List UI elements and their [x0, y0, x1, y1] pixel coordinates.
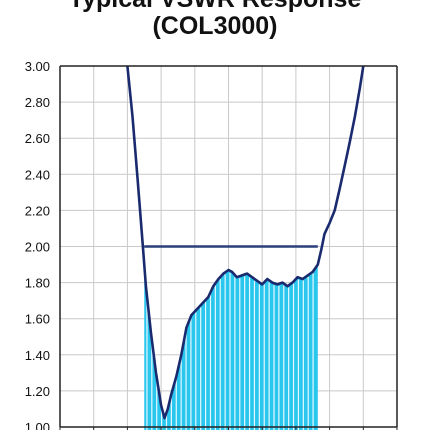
fill-area [144, 264, 318, 430]
y-tick-label: 1.60 [25, 312, 50, 327]
fill-area-shape [144, 264, 318, 430]
curve-layer [126, 66, 365, 420]
chart-title-line-1: Typical VSWR Response [0, 0, 430, 13]
y-tick-label: 2.80 [25, 95, 50, 110]
y-tick-label: 1.80 [25, 276, 50, 291]
y-tick-label: 1.00 [25, 420, 50, 430]
y-axis-ticks: 3.00 2.80 2.60 2.40 2.20 2.00 1.80 1.60 1.40 1.20… [25, 59, 50, 430]
y-tick-label: 3.00 [25, 59, 50, 74]
y-tick-label: 2.60 [25, 131, 50, 146]
y-tick-label: 2.40 [25, 167, 50, 182]
fill-stripes [146, 272, 314, 430]
y-tick-label: 1.20 [25, 384, 50, 399]
chart-title-line-2: (COL3000) [152, 12, 278, 40]
y-tick-label: 2.20 [25, 203, 50, 218]
vswr-curve [126, 66, 365, 420]
y-tick-label: 1.40 [25, 348, 50, 363]
y-tick-label: 2.00 [25, 240, 50, 255]
plot-frame-layer [59, 65, 398, 430]
